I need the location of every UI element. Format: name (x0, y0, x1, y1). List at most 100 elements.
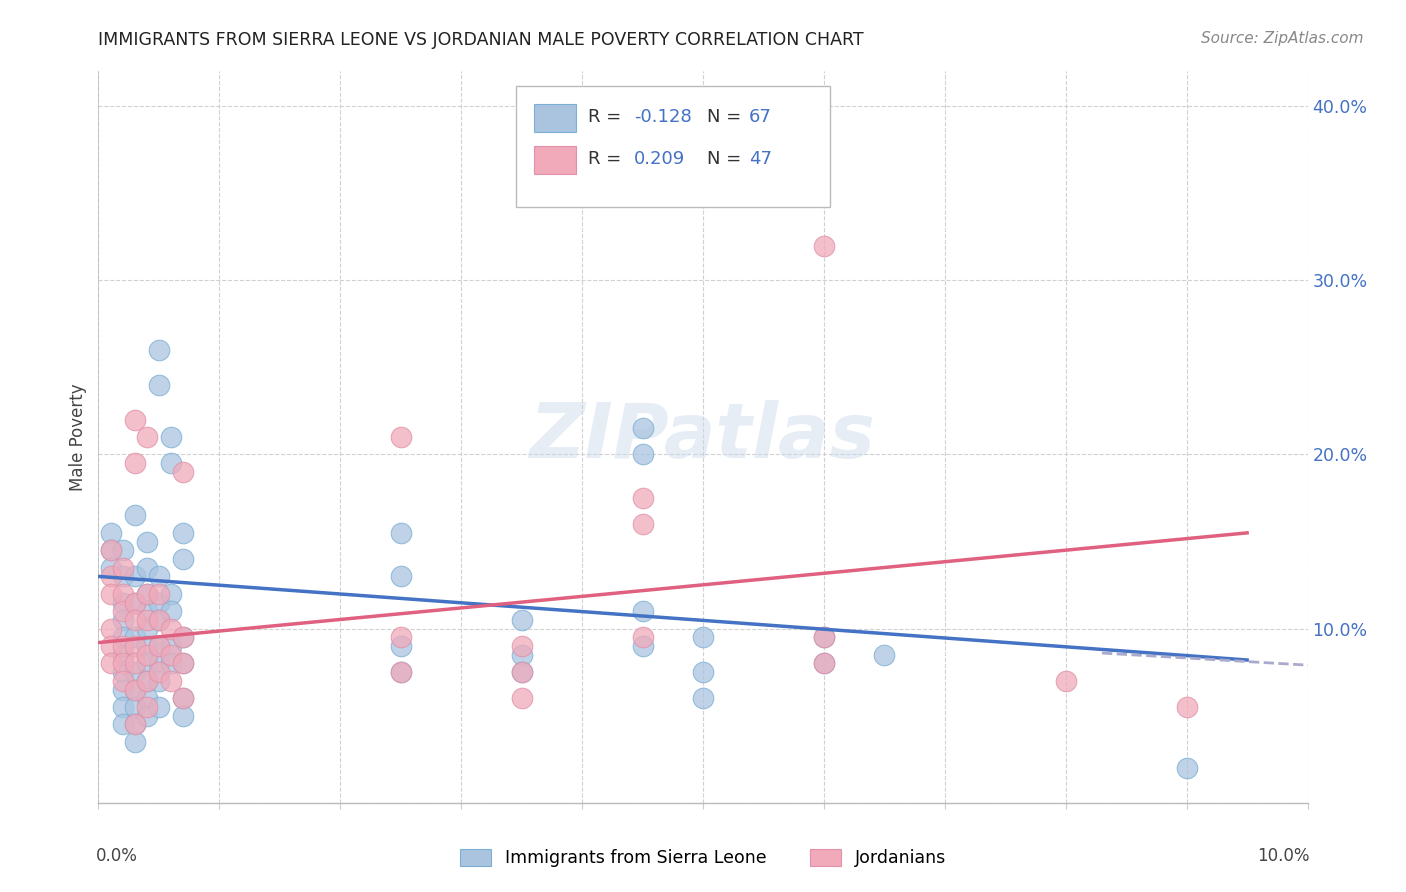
Point (135, 708, 157, 723)
Point (172, 631, 194, 645)
Point (389, 569, 412, 583)
Point (389, 631, 412, 645)
Point (135, 587, 157, 601)
Point (100, 525, 122, 540)
Point (124, 569, 146, 583)
Point (111, 631, 134, 645)
Text: ZIPatlas: ZIPatlas (530, 401, 876, 474)
Text: N =: N = (707, 109, 747, 127)
Point (148, 639, 170, 653)
Point (124, 657, 146, 671)
Point (135, 604, 157, 618)
FancyBboxPatch shape (534, 146, 576, 174)
Text: N =: N = (707, 150, 747, 168)
Point (100, 587, 122, 601)
Y-axis label: Male Poverty: Male Poverty (69, 384, 87, 491)
Point (813, 631, 835, 645)
Point (1175, 761, 1198, 775)
Point (813, 238, 835, 252)
Point (124, 613, 146, 627)
Point (1054, 673, 1077, 688)
Point (148, 613, 170, 627)
Point (510, 665, 533, 680)
Point (631, 517, 654, 532)
Point (510, 648, 533, 662)
Point (148, 343, 170, 357)
Text: IMMIGRANTS FROM SIERRA LEONE VS JORDANIAN MALE POVERTY CORRELATION CHART: IMMIGRANTS FROM SIERRA LEONE VS JORDANIA… (98, 31, 865, 49)
Point (510, 613, 533, 627)
Point (135, 700, 157, 714)
Point (124, 595, 146, 609)
Point (160, 639, 183, 653)
Point (111, 717, 134, 731)
Point (111, 657, 134, 671)
Point (111, 648, 134, 662)
Point (100, 569, 122, 583)
Point (148, 569, 170, 583)
Point (172, 631, 194, 645)
Point (124, 412, 146, 426)
Point (510, 665, 533, 680)
Point (172, 465, 194, 479)
Point (111, 639, 134, 653)
Point (172, 691, 194, 706)
Point (160, 456, 183, 470)
Point (160, 587, 183, 601)
Point (135, 691, 157, 706)
Point (389, 639, 412, 653)
Point (124, 682, 146, 697)
Point (389, 665, 412, 680)
Text: 0.0%: 0.0% (96, 847, 138, 864)
Point (631, 639, 654, 653)
Point (172, 657, 194, 671)
Point (1175, 700, 1198, 714)
Point (135, 613, 157, 627)
Text: Source: ZipAtlas.com: Source: ZipAtlas.com (1201, 31, 1364, 46)
Point (111, 595, 134, 609)
Point (172, 708, 194, 723)
Point (124, 700, 146, 714)
Point (160, 673, 183, 688)
Text: 10.0%: 10.0% (1257, 847, 1310, 864)
Point (124, 735, 146, 749)
Point (631, 604, 654, 618)
Point (160, 430, 183, 444)
Point (111, 560, 134, 574)
Text: 0.209: 0.209 (634, 150, 685, 168)
Point (389, 665, 412, 680)
Point (124, 639, 146, 653)
Point (148, 673, 170, 688)
Point (100, 657, 122, 671)
FancyBboxPatch shape (516, 86, 830, 207)
Point (124, 456, 146, 470)
Point (172, 552, 194, 566)
Point (124, 595, 146, 609)
Point (148, 700, 170, 714)
Point (148, 595, 170, 609)
Point (172, 525, 194, 540)
Point (124, 665, 146, 680)
Point (100, 543, 122, 558)
Point (160, 657, 183, 671)
Point (111, 700, 134, 714)
Point (692, 665, 714, 680)
Point (631, 448, 654, 462)
Point (135, 560, 157, 574)
Point (510, 639, 533, 653)
Text: 67: 67 (749, 109, 772, 127)
Point (100, 622, 122, 636)
Point (135, 673, 157, 688)
Point (124, 508, 146, 523)
Point (111, 604, 134, 618)
Point (148, 377, 170, 392)
Point (135, 657, 157, 671)
Point (813, 631, 835, 645)
Point (160, 622, 183, 636)
Point (100, 543, 122, 558)
Point (172, 657, 194, 671)
Point (135, 648, 157, 662)
Point (692, 691, 714, 706)
Point (631, 631, 654, 645)
Point (692, 631, 714, 645)
Point (631, 421, 654, 435)
